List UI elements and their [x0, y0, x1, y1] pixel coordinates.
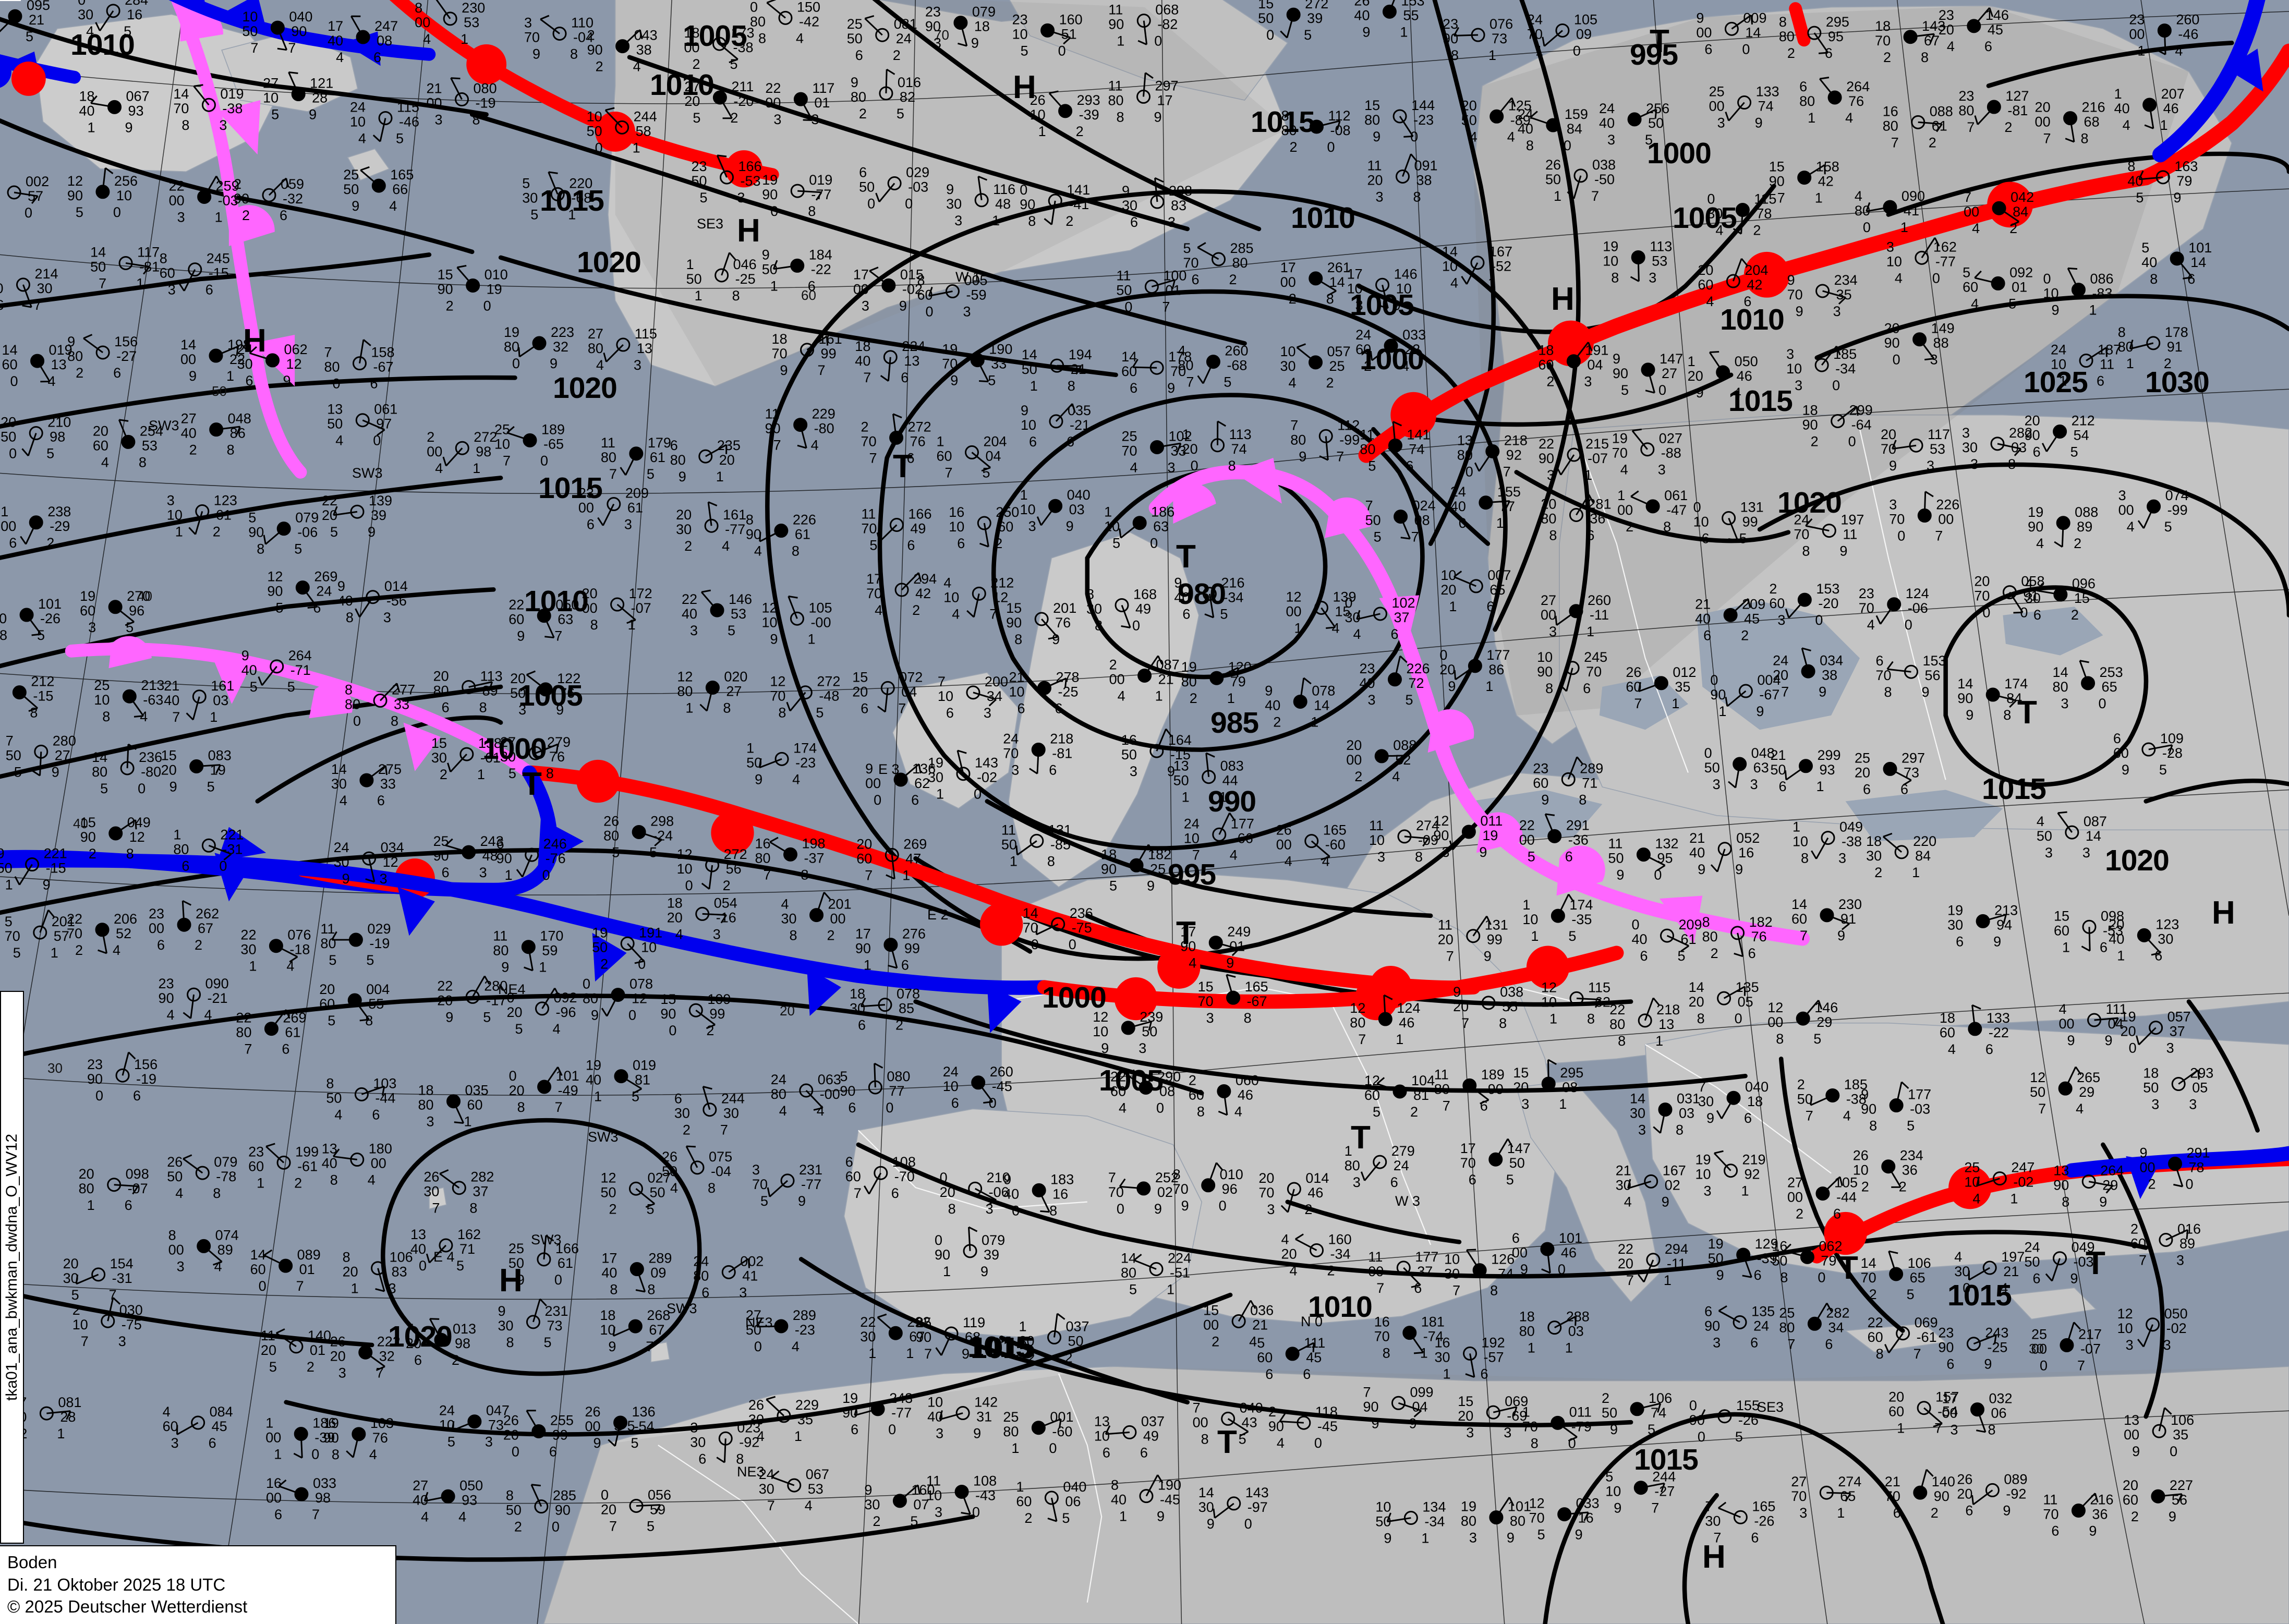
wind-direction-label: N 0 [1301, 1314, 1323, 1329]
front-cold-anatolia [2064, 1146, 2289, 1199]
wind-direction-label: NE4 [498, 981, 526, 997]
low-pressure-marker: T [522, 766, 542, 802]
isobar-label: 1015 [1251, 105, 1315, 139]
wind-direction-label: W 1 [955, 269, 981, 285]
isobar-label: 1005 [683, 19, 747, 53]
isobar-label: 1015 [1982, 772, 2046, 806]
high-pressure-marker: H [737, 213, 760, 249]
chart-caption: Boden Di. 21 Oktober 2025 18 UTC © 2025 … [0, 1545, 396, 1624]
isobar-label: 1020 [553, 371, 617, 405]
isobar-label: 995 [1630, 38, 1678, 71]
wind-direction-label: SE3 [1757, 1399, 1784, 1415]
low-pressure-marker: T [1351, 1120, 1371, 1156]
low-pressure-marker: T [2086, 1245, 2105, 1281]
isobar-label: 1015 [1634, 1443, 1699, 1476]
graticule-label: 20 [780, 1003, 795, 1019]
isobar-label: 1000 [1647, 137, 1712, 170]
graticule-label: 70 [934, 27, 949, 43]
low-pressure-marker: T [1838, 1250, 1858, 1286]
wind-direction-label: SE3 [697, 216, 724, 232]
low-pressure-marker: T [1650, 23, 1669, 59]
wind-direction-label: SW3 [149, 418, 179, 433]
isobar-label: 995 [1168, 858, 1216, 891]
wind-direction-label: SW3 [352, 465, 383, 481]
isobar-label: 1000 [1042, 981, 1107, 1014]
top-left-notch [0, 0, 21, 1]
low-pressure-marker: T [893, 449, 913, 484]
isobar-label: 1020 [2105, 844, 2170, 877]
isobar-label: 1005 [518, 679, 583, 712]
isobar-label: 1015 [1728, 384, 1793, 418]
chart-id-text: tka01_ana_bwkman_dwdna_O_WV12 [3, 1133, 20, 1401]
isobar-label: 1000 [1360, 343, 1424, 376]
isobar-label: 1015 [1947, 1279, 2012, 1312]
isobar-label: 980 [1178, 577, 1226, 611]
isobar-label: 1010 [524, 585, 589, 618]
wind-direction-label: SW3 [667, 1301, 697, 1316]
caption-copyright: © 2025 Deutscher Wetterdienst [7, 1596, 248, 1616]
low-pressure-marker: T [1217, 1424, 1237, 1460]
isobar-label: 1010 [1308, 1290, 1373, 1324]
wind-direction-label: NE3 [737, 1464, 765, 1480]
isobar-label: 1030 [2145, 366, 2210, 399]
isobar-label: 1015 [538, 471, 603, 505]
high-pressure-marker: H [2212, 895, 2235, 931]
isobar-label: 1025 [2024, 366, 2088, 399]
wind-direction-label: E 4 [433, 1249, 455, 1265]
isobar-label: 1010 [70, 28, 135, 62]
wind-direction-label: E 2 [927, 907, 949, 923]
front-warm-norwegian-sea [1358, 169, 2154, 463]
graticule-label: 30 [47, 1060, 63, 1076]
isobar-label: 1015 [967, 1330, 1032, 1364]
wind-direction-label: S 5 [614, 1418, 635, 1434]
graticule-label: 30 [2029, 1341, 2044, 1356]
wind-direction-label: SW3 [588, 1129, 619, 1145]
front-cold-iceland-sw [0, 51, 81, 96]
wind-direction-label: E 3 [878, 761, 900, 777]
isobar-label: 1010 [1291, 201, 1355, 235]
isobar-label: 1010 [650, 68, 714, 102]
front-occluded-greenland-sea [171, 0, 307, 479]
front-warm-fragment-north [1789, 2, 1811, 47]
caption-valid-time: Di. 21 Oktober 2025 18 UTC [7, 1574, 226, 1594]
isobar-label: 1010 [1720, 303, 1785, 336]
isobar-label: 1020 [577, 246, 641, 279]
isobar-label: 1020 [388, 1320, 453, 1353]
isobar-label: 985 [1210, 706, 1259, 740]
high-pressure-marker: H [1702, 1539, 1726, 1575]
low-pressure-marker: T [1176, 539, 1196, 575]
isobar-label: 990 [1208, 785, 1256, 818]
high-pressure-marker: H [499, 1263, 523, 1299]
isobar-label: 1000 [482, 732, 547, 766]
isobar-label: 1015 [540, 184, 604, 217]
graticule-label: 60 [801, 287, 816, 303]
low-pressure-marker: T [1176, 915, 1196, 951]
isobar-label: 1005 [1673, 201, 1737, 235]
isobar-label: 1005 [1099, 1064, 1164, 1097]
high-pressure-marker: H [1013, 69, 1036, 105]
chart-id-sidebar: tka01_ana_bwkman_dwdna_O_WV12 [0, 991, 24, 1544]
graticule-label: 40 [137, 588, 152, 604]
high-pressure-marker: H [243, 323, 267, 359]
wind-direction-label: NE3 [745, 1315, 773, 1330]
front-occluded-midatlantic [65, 636, 536, 779]
front-occluded-northsea [1148, 457, 1810, 946]
front-cold-nw-russia [2138, 0, 2289, 186]
wind-direction-label: SW3 [531, 1232, 562, 1247]
isobar-label: 1015 [971, 1331, 1035, 1365]
isobar-label: 1020 [1777, 486, 1842, 519]
high-pressure-marker: H [1551, 281, 1575, 317]
low-pressure-marker: T [2017, 695, 2037, 731]
front-cold-atlantic-long [0, 853, 1052, 1033]
graticule-label: 50 [212, 383, 227, 399]
caption-title: Boden [7, 1553, 57, 1572]
wind-direction-label: W 3 [1395, 1193, 1421, 1209]
graticule-label: 40 [73, 816, 88, 831]
isobar-label: 1005 [1350, 288, 1414, 322]
